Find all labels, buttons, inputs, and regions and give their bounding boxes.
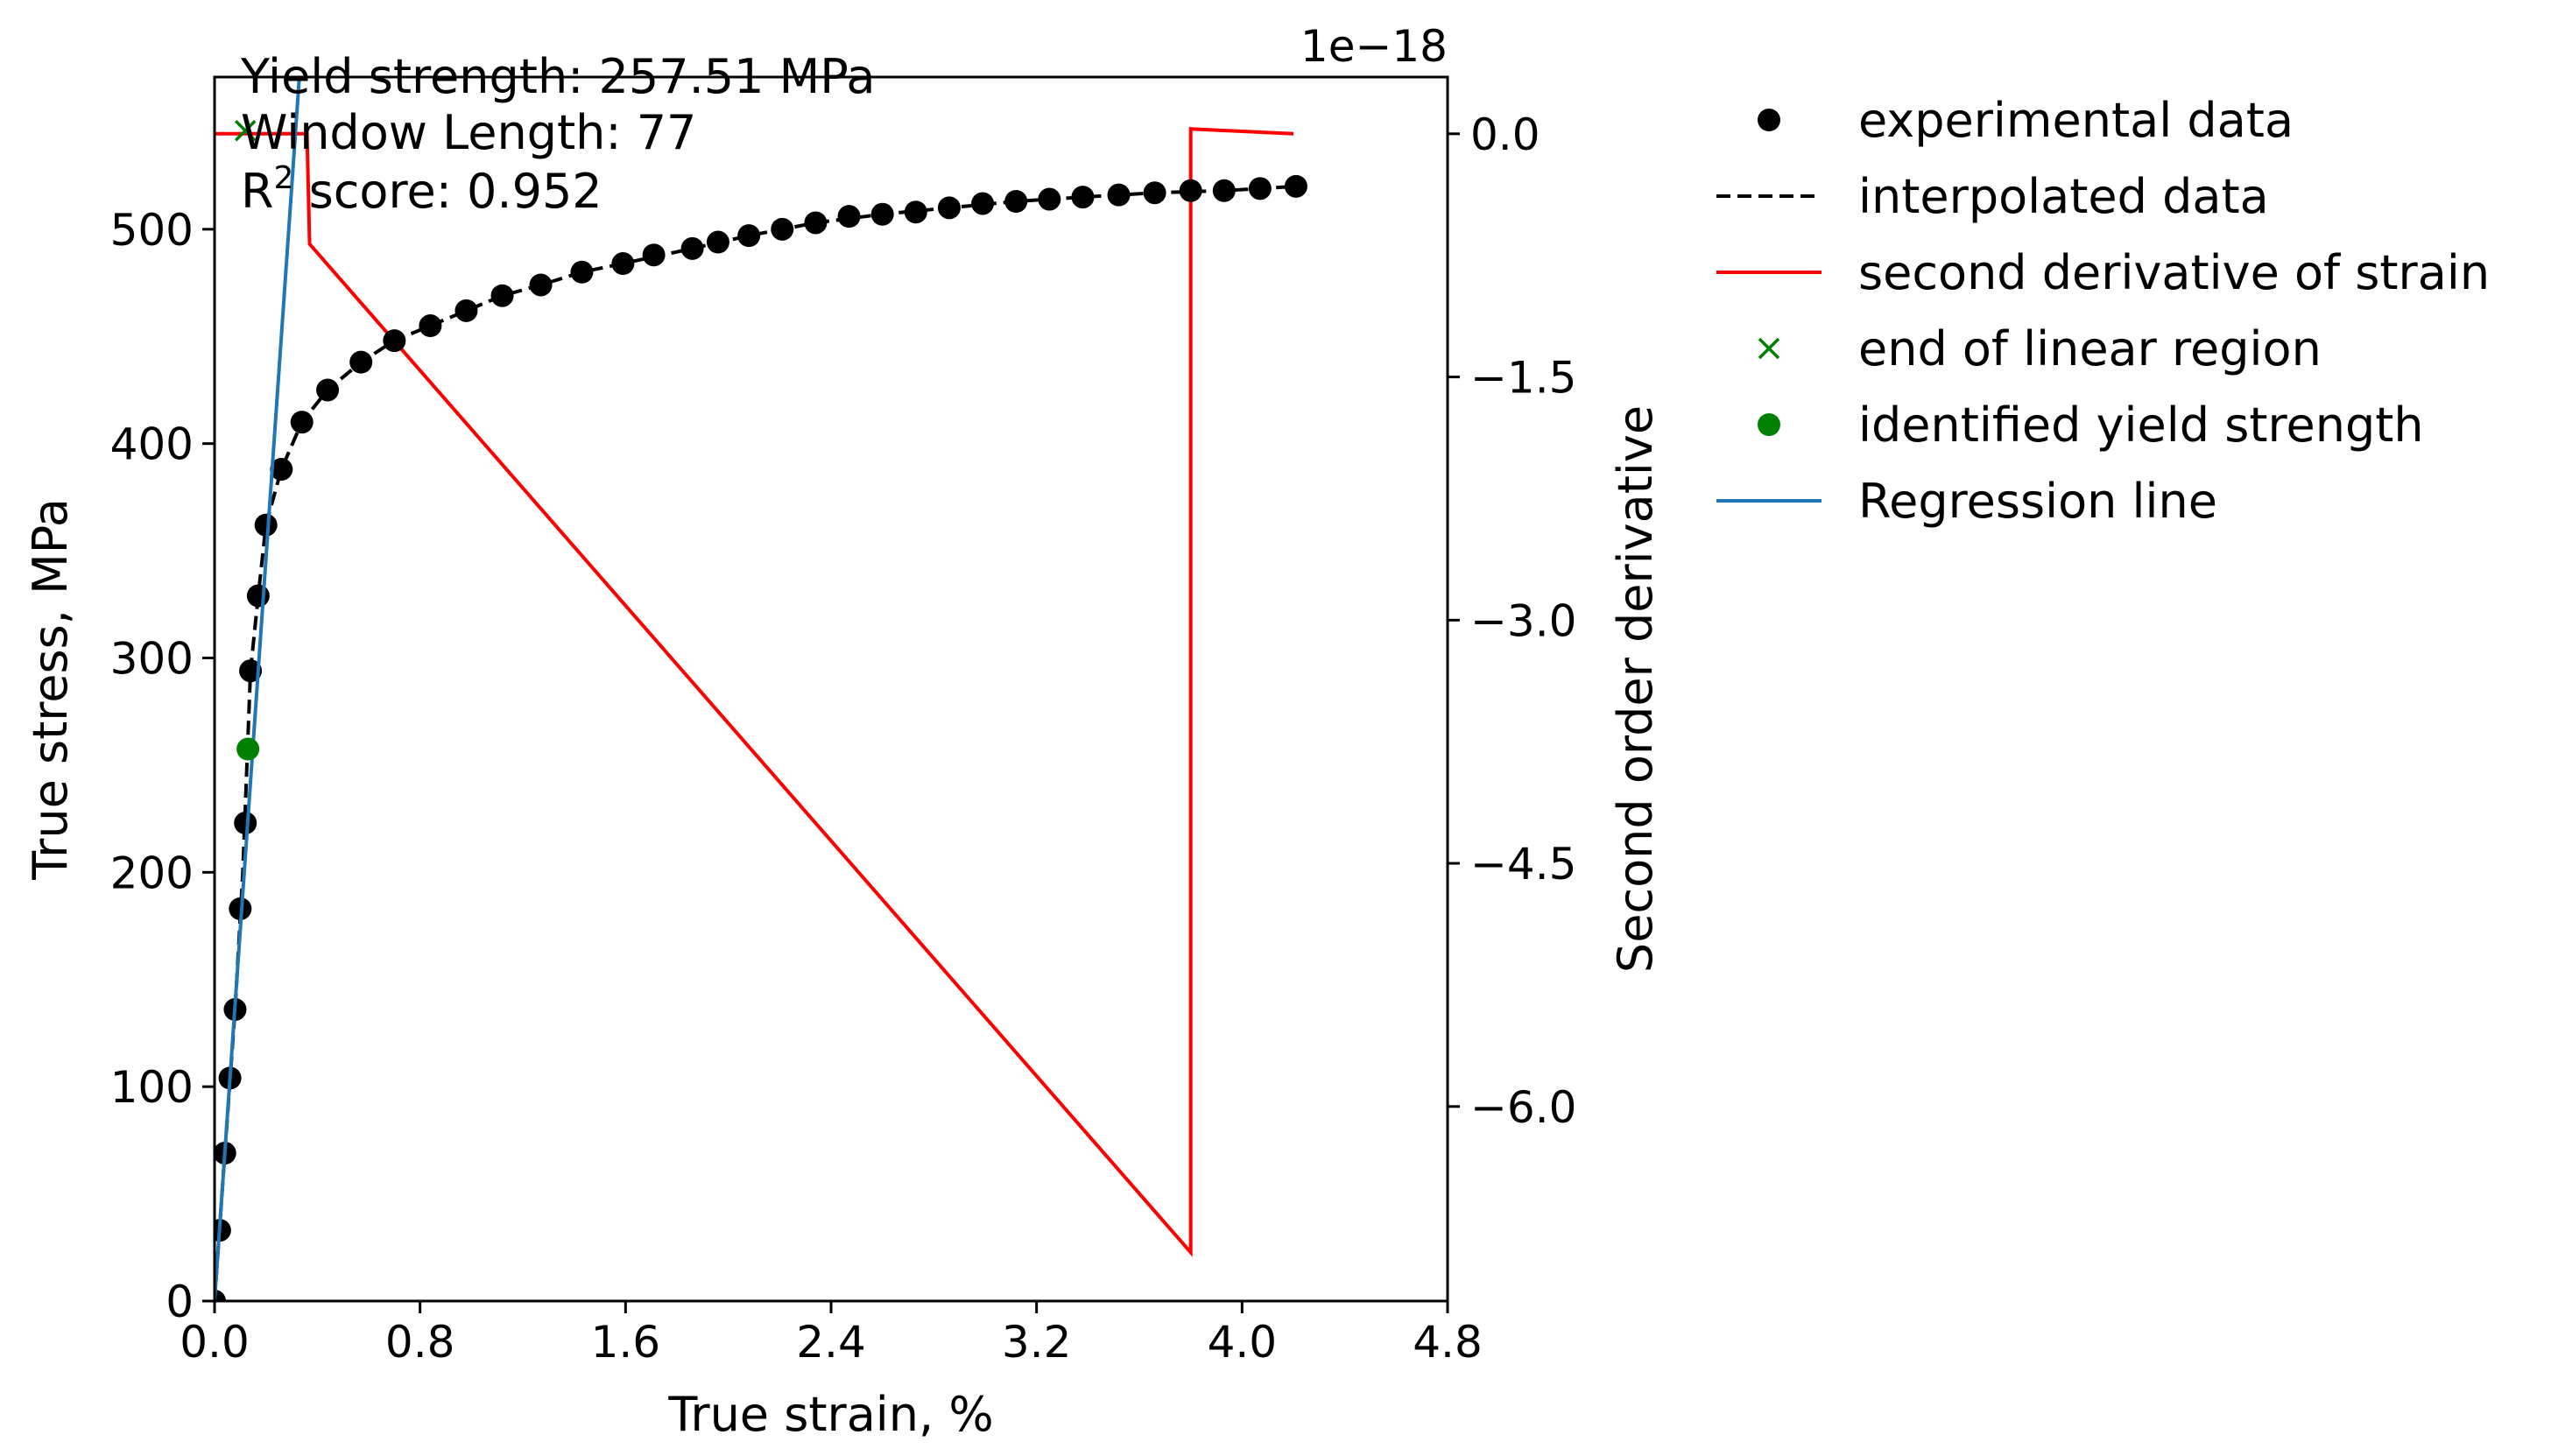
experimental-point xyxy=(1212,179,1236,202)
legend-label: Regression line xyxy=(1858,474,2217,529)
y-tick-label: 300 xyxy=(110,633,194,684)
y2-tick-label: −6.0 xyxy=(1470,1082,1576,1133)
second-derivative-layer xyxy=(215,127,1294,1257)
experimental-point xyxy=(642,243,666,267)
legend-label: end of linear region xyxy=(1858,321,2322,376)
y2-tick-label: −3.0 xyxy=(1470,595,1576,646)
green-markers-layer xyxy=(234,119,260,761)
experimental-point xyxy=(270,458,293,482)
x-axis-ticks: 0.0 0.8 1.6 2.4 3.2 4.0 4.8 xyxy=(180,1301,1483,1368)
legend-label: identified yield strength xyxy=(1858,397,2424,453)
experimental-point xyxy=(349,350,373,374)
x-axis-label: True strain, % xyxy=(667,1387,993,1442)
y2-tick-label: −4.5 xyxy=(1470,839,1576,890)
yield-strength-point xyxy=(236,737,260,761)
x-tick-label: 0.0 xyxy=(180,1317,250,1368)
experimental-point xyxy=(529,273,553,297)
y2-tick-label: 0.0 xyxy=(1470,109,1540,160)
y-tick-label: 500 xyxy=(110,205,194,256)
r2-suffix: score: 0.952 xyxy=(293,164,602,219)
experimental-point xyxy=(490,284,514,307)
window-annotation: Window Length: 77 xyxy=(241,105,696,160)
y-tick-label: 100 xyxy=(110,1062,194,1113)
legend-x-icon xyxy=(1758,337,1780,360)
x-tick-label: 1.6 xyxy=(591,1317,661,1368)
legend-label: second derivative of strain xyxy=(1858,245,2490,300)
experimental-point xyxy=(837,205,861,229)
legend-dot-icon xyxy=(1758,413,1780,436)
x-tick-label: 3.2 xyxy=(1002,1317,1072,1368)
legend: experimental data interpolated data second… xyxy=(1716,93,2490,529)
second-derivative-line xyxy=(215,127,1294,1257)
experimental-point xyxy=(1248,177,1272,200)
experimental-point xyxy=(611,252,635,276)
experimental-point xyxy=(804,211,828,235)
end-of-linear-region-marker xyxy=(234,119,257,142)
experimental-point xyxy=(316,378,340,402)
r2-annotation: R2 score: 0.952 xyxy=(241,160,602,219)
legend-entry: identified yield strength xyxy=(1758,397,2424,453)
y-axis-label: True stress, MPa xyxy=(23,498,78,881)
experimental-point xyxy=(771,217,794,241)
y-tick-label: 200 xyxy=(110,848,194,898)
experimental-layer xyxy=(215,174,1307,1301)
r2-prefix: R xyxy=(241,164,274,219)
experimental-point xyxy=(1107,183,1131,207)
regression-layer xyxy=(215,77,301,1301)
experimental-point xyxy=(1004,190,1028,214)
experimental-point xyxy=(215,1290,226,1301)
experimental-point xyxy=(1179,179,1202,202)
experimental-point xyxy=(419,314,442,338)
legend-label: interpolated data xyxy=(1858,169,2269,224)
experimental-point xyxy=(570,260,594,284)
x-tick-label: 4.0 xyxy=(1208,1317,1278,1368)
y-tick-label: 400 xyxy=(110,419,194,470)
y2-axis-ticks: 0.0 −1.5 −3.0 −4.5 −6.0 xyxy=(1448,109,1576,1133)
experimental-point xyxy=(1143,181,1166,205)
y2-axis-label: Second order derivative xyxy=(1608,405,1663,973)
yield-annotation: Yield strength: 257.51 MPa xyxy=(240,49,875,104)
legend-label: experimental data xyxy=(1858,93,2294,148)
y-tick-label: 0 xyxy=(166,1277,194,1327)
experimental-point xyxy=(1038,187,1061,211)
legend-dot-icon xyxy=(1758,109,1780,131)
interpolated-line xyxy=(215,184,1297,1301)
experimental-point xyxy=(1071,186,1095,209)
experimental-point xyxy=(383,329,406,353)
experimental-point xyxy=(904,200,927,224)
legend-entry: second derivative of strain xyxy=(1716,245,2490,300)
interpolated-layer xyxy=(215,184,1297,1301)
experimental-point xyxy=(870,202,894,226)
experimental-point xyxy=(455,299,478,322)
experimental-point xyxy=(706,230,729,254)
experimental-point xyxy=(737,224,761,248)
experimental-point xyxy=(971,192,995,215)
r2-superscript: 2 xyxy=(274,160,294,196)
x-tick-label: 0.8 xyxy=(385,1317,455,1368)
y-axis-ticks: 0 100 200 300 400 500 xyxy=(110,205,215,1327)
y2-offset-text: 1e−18 xyxy=(1300,21,1448,72)
experimental-point xyxy=(246,584,270,608)
legend-entry: end of linear region xyxy=(1758,321,2322,376)
legend-entry: Regression line xyxy=(1716,474,2217,529)
experimental-point xyxy=(290,411,314,434)
regression-line xyxy=(215,77,301,1301)
experimental-point xyxy=(937,196,961,220)
x-tick-label: 2.4 xyxy=(796,1317,866,1368)
experimental-point xyxy=(1284,174,1307,198)
experimental-point xyxy=(254,513,278,537)
experimental-point xyxy=(680,236,704,260)
legend-entry: interpolated data xyxy=(1716,169,2269,224)
experimental-point xyxy=(234,812,257,835)
x-tick-label: 4.8 xyxy=(1413,1317,1483,1368)
plot-frame xyxy=(213,75,1449,1303)
legend-entry: experimental data xyxy=(1758,93,2294,148)
y2-tick-label: −1.5 xyxy=(1470,353,1576,404)
